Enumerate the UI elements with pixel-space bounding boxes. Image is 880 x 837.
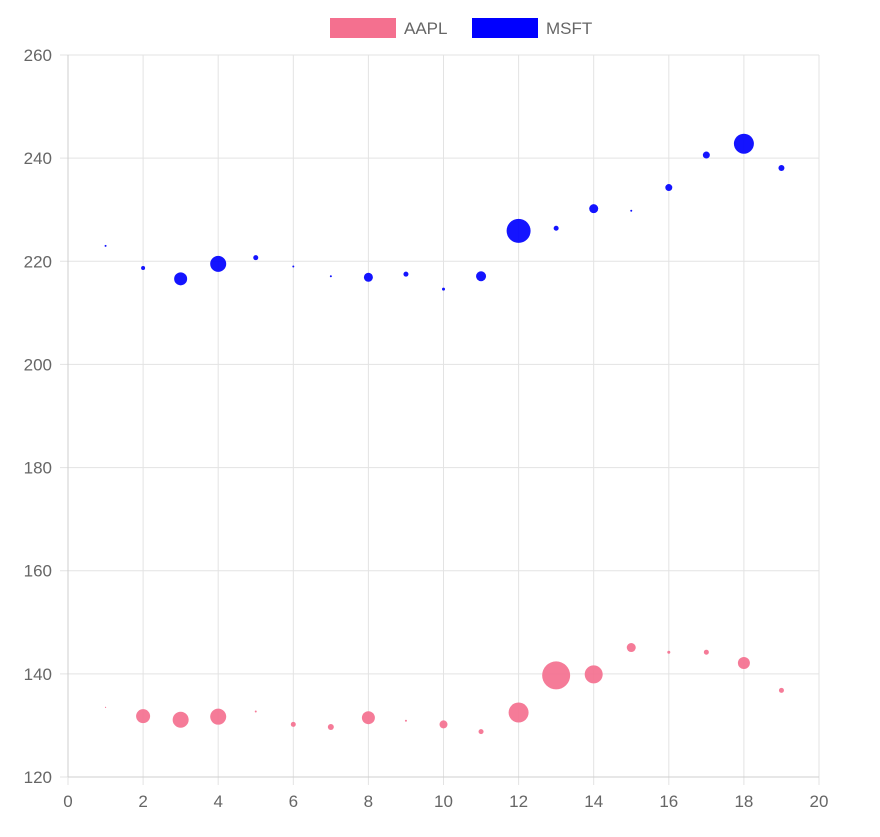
- legend-item-aapl[interactable]: AAPL: [330, 18, 447, 38]
- x-tick-label: 20: [810, 792, 829, 811]
- legend[interactable]: AAPL MSFT: [330, 18, 592, 38]
- aapl-bubble[interactable]: [626, 643, 636, 653]
- aapl-bubble[interactable]: [290, 721, 296, 727]
- x-tick-label: 0: [63, 792, 72, 811]
- aapl-bubble[interactable]: [327, 723, 334, 730]
- aapl-bubble[interactable]: [439, 720, 448, 729]
- msft-bubble[interactable]: [210, 255, 227, 272]
- msft-bubble[interactable]: [589, 204, 599, 214]
- msft-bubble[interactable]: [665, 184, 673, 192]
- aapl-bubble[interactable]: [542, 661, 571, 690]
- data-marks: [104, 133, 785, 735]
- x-tick-label: 2: [138, 792, 147, 811]
- aapl-bubble[interactable]: [404, 719, 407, 722]
- msft-bubble[interactable]: [442, 287, 445, 291]
- aapl-bubble[interactable]: [667, 650, 671, 654]
- grid: [60, 54, 820, 785]
- legend-item-msft[interactable]: MSFT: [472, 18, 592, 38]
- y-tick-label: 240: [24, 149, 52, 168]
- msft-bubble[interactable]: [733, 133, 754, 154]
- msft-bubble[interactable]: [141, 265, 146, 270]
- x-tick-label: 16: [659, 792, 678, 811]
- msft-bubble[interactable]: [778, 164, 785, 171]
- y-tick-label: 220: [24, 252, 52, 271]
- aapl-bubble[interactable]: [210, 708, 227, 725]
- y-tick-label: 140: [24, 665, 52, 684]
- msft-bubble[interactable]: [329, 275, 332, 278]
- x-tick-label: 8: [364, 792, 373, 811]
- axes: 0 2 4 6 8 10 12 14 16 18 20 120 140 160 180 200 220 240 26…: [24, 46, 829, 811]
- msft-bubble[interactable]: [174, 272, 188, 286]
- msft-bubble[interactable]: [292, 265, 295, 268]
- aapl-bubble[interactable]: [737, 657, 750, 670]
- x-tick-label: 6: [289, 792, 298, 811]
- legend-label-msft: MSFT: [546, 19, 592, 38]
- aapl-bubble[interactable]: [778, 687, 784, 693]
- y-tick-label: 260: [24, 46, 52, 65]
- aapl-bubble[interactable]: [136, 709, 151, 724]
- x-tick-label: 10: [434, 792, 453, 811]
- msft-bubble[interactable]: [253, 255, 259, 261]
- legend-swatch-msft: [472, 18, 538, 38]
- x-tick-label: 18: [734, 792, 753, 811]
- y-tick-label: 160: [24, 562, 52, 581]
- x-tick-label: 12: [509, 792, 528, 811]
- aapl-bubble[interactable]: [104, 706, 107, 708]
- msft-bubble[interactable]: [104, 244, 107, 247]
- aapl-bubble[interactable]: [508, 702, 529, 723]
- aapl-bubble[interactable]: [584, 665, 603, 684]
- y-tick-label: 120: [24, 768, 52, 787]
- msft-bubble[interactable]: [506, 218, 531, 243]
- aapl-bubble[interactable]: [254, 710, 257, 713]
- x-tick-label: 4: [213, 792, 222, 811]
- msft-bubble[interactable]: [403, 271, 409, 277]
- msft-bubble[interactable]: [630, 209, 633, 212]
- msft-bubble[interactable]: [553, 225, 559, 231]
- msft-bubble[interactable]: [363, 272, 373, 282]
- msft-bubble[interactable]: [476, 271, 487, 282]
- msft-bubble[interactable]: [702, 151, 710, 159]
- y-tick-label: 200: [24, 355, 52, 374]
- x-tick-label: 14: [584, 792, 603, 811]
- legend-swatch-aapl: [330, 18, 396, 38]
- y-tick-label: 180: [24, 459, 52, 478]
- aapl-bubble[interactable]: [361, 711, 375, 725]
- aapl-bubble[interactable]: [703, 649, 709, 655]
- aapl-bubble[interactable]: [478, 729, 484, 735]
- aapl-bubble[interactable]: [172, 711, 189, 728]
- legend-label-aapl: AAPL: [404, 19, 447, 38]
